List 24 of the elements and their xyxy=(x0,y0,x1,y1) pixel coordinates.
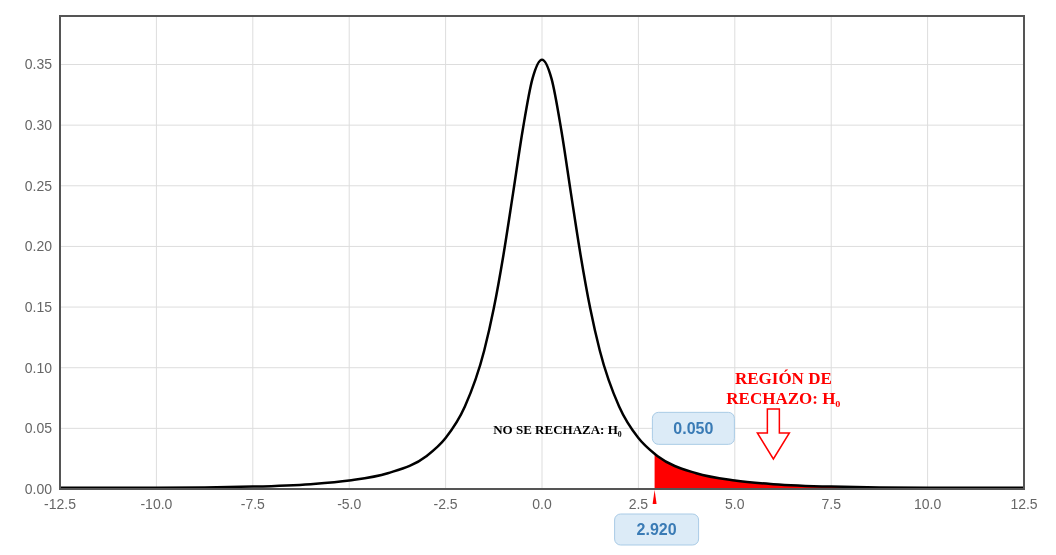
y-tick-label: 0.20 xyxy=(24,238,53,255)
x-tick-label: 5.0 xyxy=(725,496,745,512)
line-series xyxy=(58,58,1026,490)
y-tick-label: 0.00 xyxy=(24,480,53,497)
x-tick-label: 12.5 xyxy=(1010,496,1038,512)
y-tick-label: 0.25 xyxy=(24,177,53,194)
y-tick-label: 0.30 xyxy=(24,117,53,134)
annotation: NO SE RECHAZA: H₀ xyxy=(493,422,622,438)
annotation: 2.920 xyxy=(636,521,677,538)
x-tick-label: -12.5 xyxy=(44,496,77,512)
x-tick-label: 10.0 xyxy=(913,496,942,512)
x-tick-label: 0.0 xyxy=(532,496,552,512)
y-tick-label: 0.10 xyxy=(24,359,53,376)
x-tick-label: -7.5 xyxy=(240,496,266,512)
x-tick-label: 2.5 xyxy=(628,496,649,512)
x-tick-label: -5.0 xyxy=(337,496,362,512)
y-tick-label: 0.35 xyxy=(24,56,53,73)
y-tick-label: 0.05 xyxy=(24,420,53,437)
y-tick-label: 0.15 xyxy=(24,298,53,315)
x-tick-label: 7.5 xyxy=(821,496,842,512)
annotation: REGIÓN DE RECHAZO: H₀ xyxy=(726,369,841,408)
x-tick-label: -2.5 xyxy=(433,496,458,512)
annotation: 0.050 xyxy=(673,420,714,438)
x-tick-label: -10.0 xyxy=(140,496,173,512)
